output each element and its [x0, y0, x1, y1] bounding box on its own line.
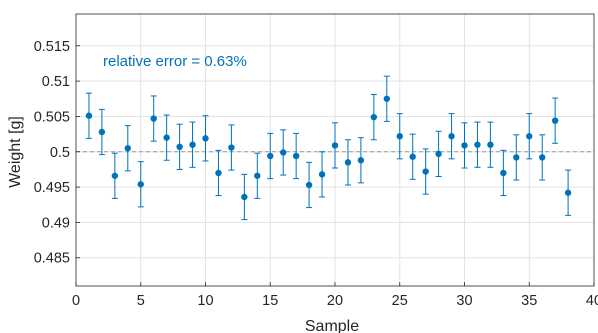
data-point: [564, 169, 572, 216]
data-marker: [383, 95, 390, 102]
x-tick-label: 30: [456, 293, 472, 309]
data-marker: [292, 152, 300, 160]
y-tick-label: 0.515: [34, 39, 70, 55]
data-point: [98, 108, 106, 156]
data-point: [137, 161, 144, 208]
x-tick-label: 10: [197, 293, 213, 309]
data-point: [448, 113, 455, 160]
x-tick-label: 40: [586, 293, 598, 309]
data-marker: [551, 117, 559, 124]
x-axis-title: Sample: [305, 318, 359, 333]
data-marker: [461, 142, 468, 149]
data-point: [435, 130, 442, 177]
y-tick-label: 0.495: [34, 180, 70, 196]
data-point: [526, 113, 533, 160]
data-marker: [228, 144, 235, 151]
data-point: [551, 97, 559, 144]
data-marker: [487, 141, 494, 148]
data-marker: [163, 134, 170, 141]
data-marker: [254, 172, 261, 179]
axis-ticks: 0 5 10 15 20 25 30 35 40 0.485 0.49 0.495 0.5 0.505 0.…: [34, 39, 598, 309]
data-marker: [280, 149, 287, 156]
data-point: [344, 139, 352, 186]
data-point: [163, 114, 170, 161]
data-point: [228, 124, 235, 171]
data-point: [202, 115, 209, 162]
data-point: [474, 121, 481, 168]
data-marker: [422, 168, 429, 175]
data-marker: [513, 154, 520, 161]
y-tick-label: 0.5: [50, 145, 70, 161]
data-marker: [98, 128, 106, 136]
data-marker: [396, 133, 403, 140]
data-point: [383, 75, 390, 122]
data-marker: [564, 189, 572, 196]
data-marker: [344, 159, 352, 166]
x-tick-label: 0: [72, 293, 80, 309]
data-point: [124, 125, 131, 172]
x-tick-label: 25: [392, 293, 408, 309]
data-point: [111, 152, 119, 199]
data-point: [280, 129, 287, 176]
data-marker: [305, 181, 313, 189]
data-series: [85, 75, 572, 221]
data-marker: [331, 142, 339, 149]
data-marker: [448, 133, 455, 140]
data-point: [396, 113, 403, 160]
data-point: [85, 92, 93, 139]
data-marker: [539, 154, 546, 161]
data-point: [461, 122, 468, 169]
data-point: [422, 148, 429, 195]
y-tick-label: 0.51: [42, 74, 70, 90]
data-marker: [85, 112, 93, 119]
data-marker: [409, 153, 416, 160]
data-point: [357, 137, 365, 184]
data-point: [409, 133, 416, 180]
data-point: [189, 121, 196, 168]
x-tick-label: 15: [262, 293, 278, 309]
data-point: [267, 132, 274, 180]
data-marker: [357, 157, 365, 164]
y-tick-label: 0.485: [34, 251, 70, 267]
relative-error-annotation: relative error = 0.63%: [103, 53, 247, 70]
data-point: [176, 123, 183, 170]
y-tick-label: 0.49: [42, 215, 70, 231]
data-marker: [176, 143, 183, 151]
data-marker: [267, 152, 274, 160]
data-point: [331, 122, 339, 169]
y-tick-label: 0.505: [34, 109, 70, 125]
data-marker: [241, 193, 248, 201]
data-marker: [137, 181, 144, 188]
data-marker: [189, 141, 196, 148]
y-axis-title: Weight [g]: [7, 116, 24, 188]
data-marker: [474, 141, 481, 148]
data-marker: [370, 113, 378, 121]
data-point: [513, 134, 520, 181]
data-marker: [435, 150, 442, 158]
data-point: [539, 134, 546, 181]
x-tick-label: 35: [521, 293, 537, 309]
data-marker: [150, 115, 157, 122]
data-marker: [500, 169, 507, 177]
x-tick-label: 5: [137, 293, 145, 309]
data-point: [370, 94, 378, 141]
data-point: [487, 121, 494, 168]
data-marker: [526, 133, 533, 140]
data-point: [500, 149, 507, 197]
data-marker: [202, 135, 209, 142]
data-point: [292, 132, 300, 180]
data-marker: [111, 172, 119, 179]
data-marker: [215, 169, 222, 177]
data-point: [215, 149, 222, 197]
data-point: [305, 161, 313, 209]
data-point: [318, 151, 326, 198]
data-point: [241, 173, 248, 221]
data-point: [150, 95, 157, 142]
data-marker: [124, 145, 131, 152]
data-marker: [318, 171, 326, 178]
data-point: [254, 152, 261, 199]
x-tick-label: 20: [327, 293, 343, 309]
